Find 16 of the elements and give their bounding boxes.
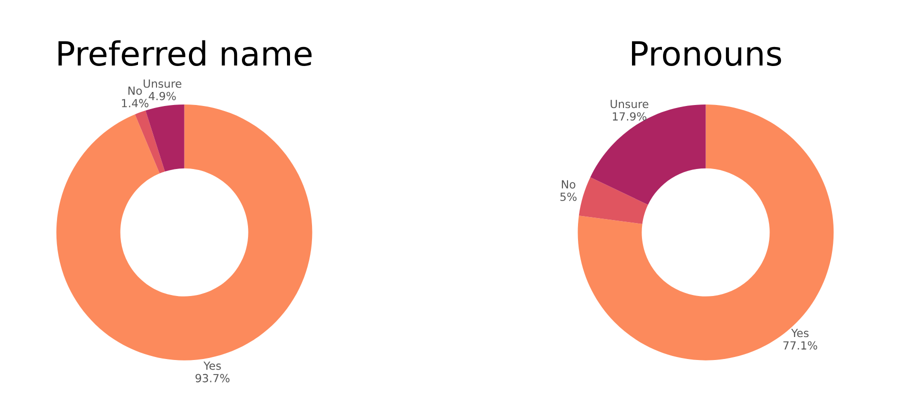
data-label: 17.9% xyxy=(612,112,646,121)
slice-label: No xyxy=(128,86,142,95)
donut-slice xyxy=(134,110,165,174)
chart-title: Preferred name xyxy=(58,40,312,66)
data-label: 1.4% xyxy=(122,98,148,108)
slice-label: Unsure xyxy=(144,80,182,88)
slice-label: No xyxy=(562,180,576,189)
chart-title: Pronouns xyxy=(632,41,782,66)
data-label: 93.7% xyxy=(196,374,230,382)
donut-slice xyxy=(578,177,648,224)
slice-label: Unsure xyxy=(610,100,648,108)
data-label: 77.1% xyxy=(783,341,818,350)
data-label: 5% xyxy=(560,192,577,202)
slice-label: Yes xyxy=(203,362,221,370)
slice-label: Yes xyxy=(791,328,809,338)
data-label: 4.9% xyxy=(148,92,176,100)
